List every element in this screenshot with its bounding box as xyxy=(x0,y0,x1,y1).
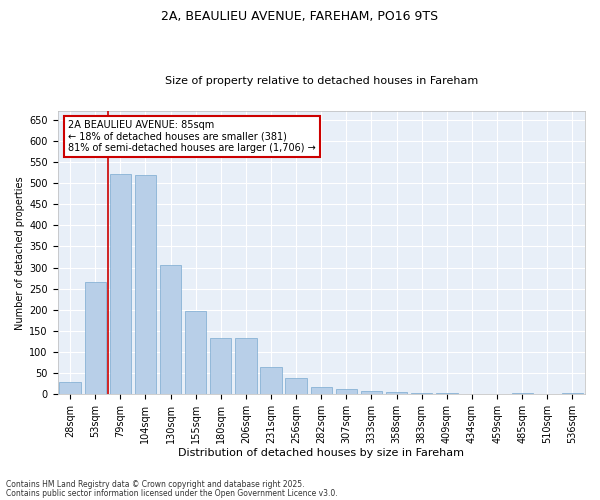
Bar xyxy=(336,389,357,394)
Bar xyxy=(210,338,232,394)
X-axis label: Distribution of detached houses by size in Fareham: Distribution of detached houses by size … xyxy=(178,448,464,458)
Text: Contains HM Land Registry data © Crown copyright and database right 2025.: Contains HM Land Registry data © Crown c… xyxy=(6,480,305,489)
Text: Contains public sector information licensed under the Open Government Licence v3: Contains public sector information licen… xyxy=(6,489,338,498)
Bar xyxy=(260,367,281,394)
Y-axis label: Number of detached properties: Number of detached properties xyxy=(15,176,25,330)
Bar xyxy=(411,393,433,394)
Bar xyxy=(311,386,332,394)
Bar xyxy=(286,378,307,394)
Bar xyxy=(361,392,382,394)
Bar xyxy=(59,382,81,394)
Text: 2A, BEAULIEU AVENUE, FAREHAM, PO16 9TS: 2A, BEAULIEU AVENUE, FAREHAM, PO16 9TS xyxy=(161,10,439,23)
Bar xyxy=(235,338,257,394)
Title: Size of property relative to detached houses in Fareham: Size of property relative to detached ho… xyxy=(164,76,478,86)
Bar xyxy=(185,311,206,394)
Bar xyxy=(110,174,131,394)
Bar xyxy=(386,392,407,394)
Bar xyxy=(85,282,106,394)
Bar xyxy=(135,174,156,394)
Bar xyxy=(160,266,181,394)
Text: 2A BEAULIEU AVENUE: 85sqm
← 18% of detached houses are smaller (381)
81% of semi: 2A BEAULIEU AVENUE: 85sqm ← 18% of detac… xyxy=(68,120,316,153)
